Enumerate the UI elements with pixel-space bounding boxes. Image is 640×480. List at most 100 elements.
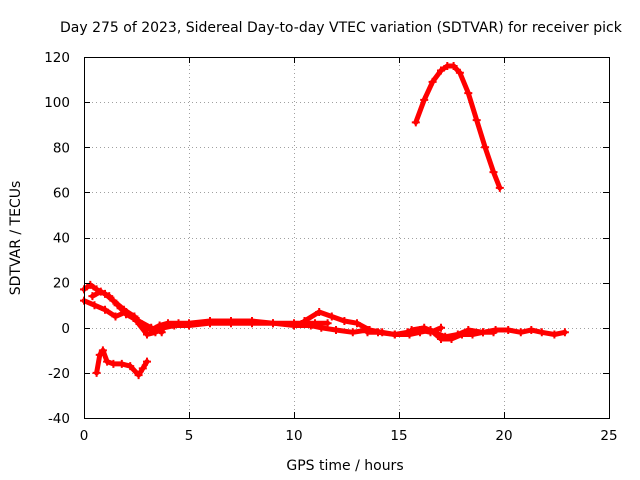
data-point <box>479 328 487 337</box>
data-point <box>300 316 309 325</box>
data-point <box>420 95 429 104</box>
chart-title: Day 275 of 2023, Sidereal Day-to-day VTE… <box>60 20 623 36</box>
data-point <box>449 62 458 71</box>
series-line <box>94 347 150 378</box>
data-point <box>92 368 101 377</box>
y-tick-label: 100 <box>44 95 70 111</box>
data-point <box>464 326 473 335</box>
data-point <box>537 328 546 337</box>
series-arc-6 <box>407 323 569 341</box>
data-point <box>290 321 298 330</box>
data-point <box>227 319 235 328</box>
grid <box>84 57 609 418</box>
x-tick-label: 5 <box>185 428 194 444</box>
y-tick-label: 80 <box>53 140 70 156</box>
data-point <box>491 326 500 335</box>
data-point <box>495 183 504 192</box>
data-point <box>550 330 559 339</box>
x-tick-label: 25 <box>600 428 617 444</box>
y-axis-label: SDTVAR / TECUs <box>8 181 24 296</box>
y-tick-label: -20 <box>48 366 70 382</box>
data-point <box>390 330 399 339</box>
data-point <box>143 330 151 339</box>
data-point <box>147 323 156 332</box>
ticks: 0 5 10 15 20 25 -40 -20 0 20 40 60 80 100 120 <box>44 50 617 444</box>
data-point <box>95 350 104 359</box>
x-tick-label: 10 <box>285 428 302 444</box>
data-point <box>159 323 168 332</box>
data-point <box>134 316 143 325</box>
series-arc-negative <box>92 346 151 380</box>
data-point <box>248 319 256 328</box>
data-point <box>348 328 357 337</box>
y-tick-label: 20 <box>53 276 70 292</box>
data-point <box>317 323 326 332</box>
y-tick-label: 120 <box>44 50 70 66</box>
data-point <box>455 68 464 77</box>
data-point <box>407 326 416 335</box>
x-tick-label: 0 <box>80 428 89 444</box>
data-point <box>374 328 382 337</box>
data-point <box>103 357 112 366</box>
data-point <box>405 330 414 339</box>
data-point <box>453 330 462 339</box>
data-point <box>428 77 437 86</box>
data-point <box>170 321 179 330</box>
data-point <box>126 362 135 371</box>
series-arc-3 <box>88 287 166 337</box>
data-point <box>117 359 126 368</box>
data-point <box>527 326 536 335</box>
data-point <box>437 323 445 332</box>
data-point <box>90 301 99 310</box>
data-point <box>269 319 277 328</box>
data-point <box>143 357 151 366</box>
data-point <box>353 319 361 328</box>
data-point <box>481 143 490 152</box>
data-point <box>105 292 114 301</box>
data-point <box>86 280 95 289</box>
data-point <box>516 328 525 337</box>
data-point <box>437 66 445 75</box>
data-point <box>98 346 107 355</box>
data-point <box>122 310 130 319</box>
data-point <box>420 323 429 332</box>
series-line <box>413 63 503 191</box>
data-point <box>109 359 118 368</box>
data-point <box>411 118 420 127</box>
data-point <box>430 328 439 337</box>
series-arc-high <box>411 62 504 192</box>
x-tick-label: 15 <box>390 428 407 444</box>
y-tick-label: -40 <box>48 411 70 427</box>
x-tick-label: 20 <box>495 428 512 444</box>
data-point <box>560 328 569 337</box>
data-point <box>323 319 332 328</box>
data-point <box>472 116 481 125</box>
y-tick-label: 60 <box>53 185 70 201</box>
data-point <box>134 371 143 380</box>
data-point <box>157 328 166 337</box>
x-axis-label: GPS time / hours <box>286 458 403 474</box>
data-point <box>327 312 336 321</box>
data-point <box>88 292 97 301</box>
data-point <box>504 326 513 335</box>
data-point <box>441 332 450 341</box>
data-point <box>138 364 147 373</box>
data-point <box>332 326 340 335</box>
data-point <box>96 287 105 296</box>
data-point <box>185 321 193 330</box>
data-point <box>489 168 498 177</box>
y-tick-label: 40 <box>53 231 70 247</box>
data-point <box>464 89 473 98</box>
data-point <box>111 312 120 321</box>
data-point <box>315 307 324 316</box>
y-tick-label: 0 <box>61 321 70 337</box>
series-layer <box>80 62 569 380</box>
data-point <box>113 301 122 310</box>
data-point <box>306 321 315 330</box>
data-point <box>101 305 109 314</box>
data-point <box>340 316 349 325</box>
data-point <box>206 319 214 328</box>
data-point <box>363 328 372 337</box>
